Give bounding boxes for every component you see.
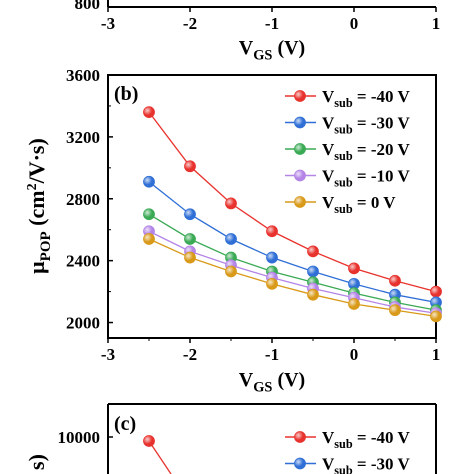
panel-a-xlabel: VGS (V) [239, 37, 305, 64]
data-point [143, 175, 155, 188]
series-line [148, 181, 437, 304]
panel-c-ytick-label: 10000 [58, 428, 101, 447]
legend-marker [294, 169, 306, 182]
panel-c-legend-marker [294, 431, 306, 443]
data-point [266, 277, 278, 290]
panel-c-legend-marker [294, 457, 306, 470]
panel-b-ytick-label: 3200 [66, 128, 100, 147]
data-point [184, 208, 196, 221]
data-point [225, 265, 237, 278]
data-point [307, 265, 319, 278]
data-point [266, 225, 278, 238]
legend-entry: Vsub = 0 V [322, 193, 396, 216]
panel-a-ytick-label: 800 [75, 0, 101, 13]
legend-entry: Vsub = -40 V [322, 87, 410, 110]
series-line [148, 213, 437, 311]
panel-a-xtick-label: 1 [432, 14, 441, 33]
panel-b-xlabel: VGS (V) [239, 369, 305, 396]
series-line [148, 238, 437, 317]
legend-entry: Vsub = -10 V [322, 167, 410, 190]
panel-c-ylabel-fragment: s) [24, 454, 49, 470]
data-point [389, 274, 401, 287]
data-point [348, 298, 360, 310]
data-point [307, 288, 319, 301]
data-point [143, 106, 155, 119]
data-point [184, 160, 196, 173]
legend-marker [294, 116, 306, 129]
panel-a-xtick-label: 0 [350, 14, 359, 33]
panel-c-legend-entry: Vsub = -40 V [322, 428, 410, 451]
panel-b-ytick-label: 3600 [66, 66, 100, 85]
panel-c-legend-entry: Vsub = -30 V [322, 455, 410, 474]
data-point [266, 251, 278, 264]
data-point [430, 285, 442, 298]
panel-a-xtick-label: -3 [101, 14, 115, 33]
data-point [143, 208, 155, 221]
panel-b-xtick-label: -2 [183, 345, 197, 364]
data-point [389, 304, 401, 317]
panel-b-ytick-label: 2800 [66, 190, 100, 209]
data-point [184, 233, 196, 245]
panel-b-ytick-label: 2400 [66, 252, 100, 271]
data-point [307, 245, 319, 258]
data-point [348, 262, 360, 275]
panel-a-xtick-label: -1 [265, 14, 279, 33]
legend-entry: Vsub = -20 V [322, 140, 410, 163]
panel-b-xtick-label: -3 [101, 345, 115, 364]
legend-marker [294, 143, 306, 155]
legend-marker [294, 196, 306, 208]
panel-b-xtick-label: 0 [350, 345, 359, 364]
panel-b-label: (b) [114, 83, 138, 105]
panel-c-series-line [148, 440, 172, 474]
data-point [225, 233, 237, 245]
series-line [148, 111, 437, 293]
series-line [148, 230, 437, 314]
data-point [225, 197, 237, 210]
legend-marker [294, 90, 306, 102]
panel-a-xtick-label: -2 [183, 14, 197, 33]
data-point [430, 310, 442, 323]
panel-b-ytick-label: 2000 [66, 314, 100, 333]
panel-b-xtick-label: 1 [432, 345, 441, 364]
panel-b-xtick-label: -1 [265, 345, 279, 364]
legend-entry: Vsub = -30 V [322, 114, 410, 137]
data-point [184, 251, 196, 264]
data-point [143, 233, 155, 245]
panel-b-ylabel: μPOP (cm2/V·s) [24, 138, 54, 274]
panel-c-label: (c) [114, 413, 136, 435]
panel-c-data-point [143, 435, 155, 447]
